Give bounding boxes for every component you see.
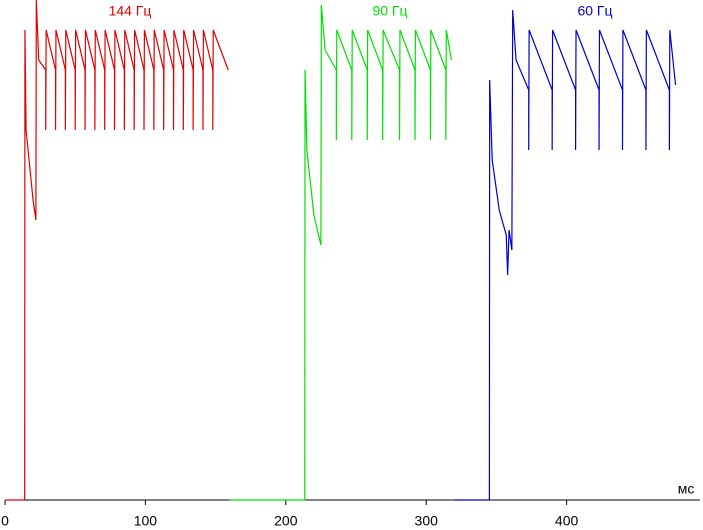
x-axis-label: мс [678,481,695,497]
series-label: 144 Гц [109,3,152,19]
series-label: 90 Гц [372,3,407,19]
x-tick-label: 200 [274,513,298,529]
x-tick-label: 400 [555,513,579,529]
series-line [454,9,677,501]
x-tick-label: 300 [415,513,439,529]
series-line [5,0,229,501]
x-tick-label: 0 [1,513,9,529]
series-line [229,4,453,501]
x-tick-label: 100 [134,513,158,529]
series-label: 60 Гц [577,3,612,19]
